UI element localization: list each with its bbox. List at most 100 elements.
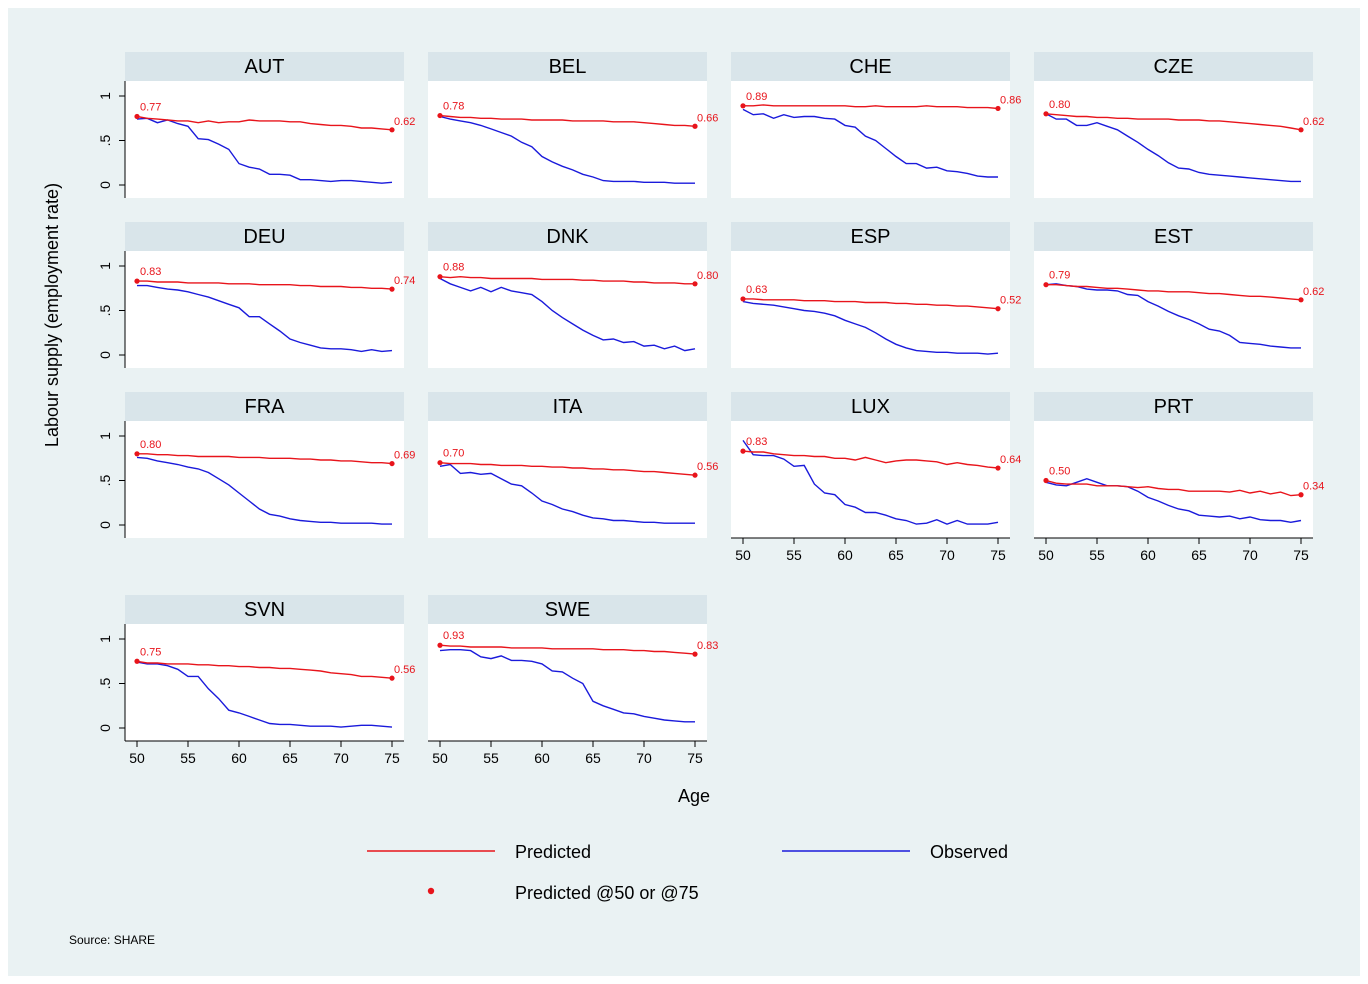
predicted-marker-75 <box>692 281 698 287</box>
panel-strip <box>1034 52 1313 81</box>
predicted-label-50: 0.80 <box>140 439 161 451</box>
observed-line <box>1045 283 1301 349</box>
x-tick-label: 55 <box>180 750 196 766</box>
predicted-label-50: 0.80 <box>1049 99 1070 111</box>
predicted-line <box>137 453 393 465</box>
x-tick-label: 75 <box>384 750 400 766</box>
panel-strip <box>1034 392 1313 421</box>
panel-strip <box>428 222 707 251</box>
plot-area <box>428 421 707 538</box>
panel-title: BEL <box>549 56 587 78</box>
x-tick-label: 50 <box>1038 547 1054 563</box>
predicted-label-50: 0.83 <box>746 436 767 448</box>
predicted-marker-50 <box>134 278 140 284</box>
predicted-marker-50 <box>134 451 140 457</box>
predicted-marker-75 <box>692 651 698 657</box>
x-tick-label: 75 <box>990 547 1006 563</box>
predicted-label-50: 0.50 <box>1049 466 1070 478</box>
x-tick-label: 70 <box>333 750 349 766</box>
legend-predicted-label: Predicted <box>515 842 591 862</box>
y-tick-label: 0 <box>97 521 113 529</box>
predicted-marker-75 <box>1298 297 1304 303</box>
x-tick-label: 50 <box>735 547 751 563</box>
observed-line <box>137 284 393 353</box>
observed-line <box>136 661 393 728</box>
predicted-line <box>439 114 696 127</box>
predicted-marker-75 <box>995 465 1001 471</box>
panels: AUT 0 .5 1 0.77 0.62 BEL 0.78 0.66 CHE 0.89 0.86 CZE… <box>97 52 1324 766</box>
observed-line <box>439 277 696 352</box>
predicted-marker-50 <box>1043 111 1049 117</box>
predicted-line <box>743 104 999 110</box>
x-tick-label: 60 <box>1140 547 1156 563</box>
panel-cze: CZE 0.80 0.62 <box>1034 52 1324 198</box>
predicted-line <box>439 644 696 655</box>
panel-strip <box>428 52 707 81</box>
predicted-marker-50 <box>740 296 746 302</box>
panel-strip <box>125 222 404 251</box>
predicted-label-50: 0.88 <box>443 262 464 274</box>
x-tick-label: 65 <box>1191 547 1207 563</box>
predicted-marker-75 <box>1298 492 1304 498</box>
observed-line <box>742 300 999 355</box>
y-tick-label: 0 <box>97 351 113 359</box>
x-tick-label: 65 <box>282 750 298 766</box>
x-tick-label: 60 <box>231 750 247 766</box>
y-axis-title: Labour supply (employment rate) <box>42 183 62 447</box>
predicted-marker-50 <box>437 112 443 119</box>
observed-line <box>439 463 695 524</box>
predicted-line <box>136 115 393 131</box>
predicted-line <box>137 280 393 290</box>
panel-strip <box>125 52 404 81</box>
predicted-marker-75 <box>692 472 698 478</box>
panel-strip <box>125 392 404 421</box>
observed-line <box>1045 113 1301 183</box>
x-tick-label: 55 <box>483 750 499 766</box>
panel-title: CZE <box>1154 56 1194 78</box>
predicted-label-50: 0.77 <box>140 101 161 113</box>
predicted-line <box>1046 284 1302 301</box>
observed-line <box>742 108 998 178</box>
predicted-label-75: 0.34 <box>1303 481 1324 493</box>
legend: Predicted Observed Predicted @50 or @75 <box>367 842 1008 903</box>
panel-title: LUX <box>851 396 890 418</box>
predicted-label-75: 0.56 <box>697 461 718 473</box>
predicted-label-50: 0.75 <box>140 646 161 658</box>
predicted-marker-75 <box>1298 127 1304 133</box>
x-tick-label: 50 <box>129 750 145 766</box>
plot-area <box>731 251 1010 368</box>
panel-title: AUT <box>245 56 285 78</box>
predicted-line <box>136 660 393 679</box>
predicted-label-75: 0.74 <box>394 275 415 287</box>
predicted-label-50: 0.63 <box>746 284 767 296</box>
predicted-label-75: 0.80 <box>697 270 718 282</box>
predicted-label-75: 0.64 <box>1000 454 1021 466</box>
x-tick-label: 70 <box>1242 547 1258 563</box>
predicted-marker-75 <box>389 675 395 681</box>
predicted-marker-50 <box>134 658 140 664</box>
panel-strip <box>1034 222 1313 251</box>
panel-ita: ITA 0.70 0.56 <box>428 392 718 538</box>
panel-swe: SWE 50 55 60 65 70 75 0.93 0.83 <box>428 595 718 766</box>
panel-lux: LUX 50 55 60 65 70 75 0.83 0.64 <box>731 392 1021 563</box>
x-tick-label: 55 <box>786 547 802 563</box>
predicted-marker-75 <box>389 286 395 292</box>
panel-strip <box>428 392 707 421</box>
predicted-marker-75 <box>995 306 1001 312</box>
y-tick-label: .5 <box>97 677 113 689</box>
panel-deu: DEU 0 .5 1 0.83 0.74 <box>97 222 415 368</box>
x-tick-label: 75 <box>687 750 703 766</box>
predicted-line <box>1045 479 1302 497</box>
predicted-label-75: 0.86 <box>1000 94 1021 106</box>
predicted-marker-50 <box>437 460 443 466</box>
predicted-marker-50 <box>437 274 443 280</box>
panel-title: FRA <box>245 396 286 418</box>
predicted-marker-50 <box>1043 282 1049 288</box>
predicted-label-50: 0.83 <box>140 266 161 278</box>
predicted-marker-75 <box>692 123 698 129</box>
y-tick-label: 1 <box>97 92 113 100</box>
panel-strip <box>731 392 1010 421</box>
y-tick-label: .5 <box>97 474 113 486</box>
x-axis-title: Age <box>678 786 710 806</box>
plot-area <box>125 624 404 741</box>
